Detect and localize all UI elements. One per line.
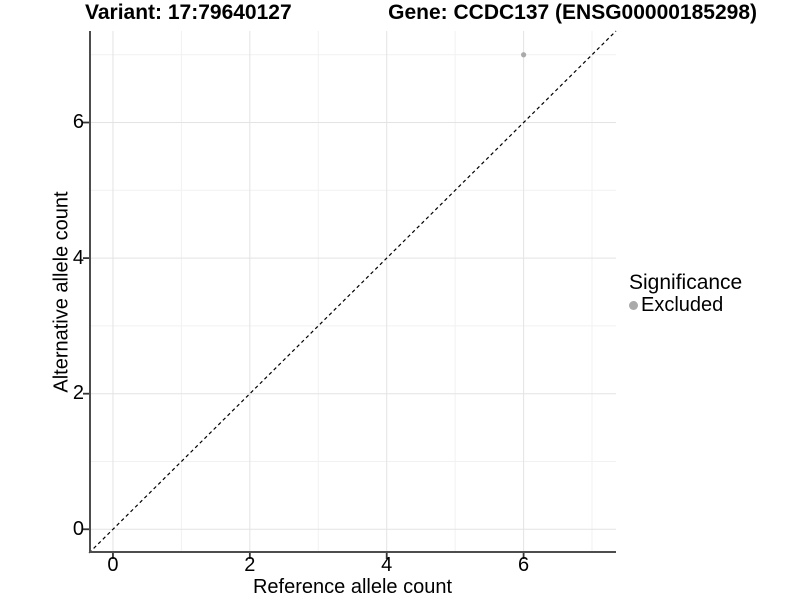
x-tick-label: 6 — [518, 554, 530, 576]
legend-point-icon — [629, 301, 638, 310]
plot-title-variant: Variant: 17:79640127 — [85, 1, 292, 24]
legend-item-label: Excluded — [641, 294, 724, 316]
y-tick-label: 2 — [72, 382, 84, 405]
plot-panel — [83, 30, 617, 559]
x-axis-title: Reference allele count — [252, 576, 452, 598]
x-tick-label: 4 — [381, 554, 393, 576]
identity-dashed-line — [88, 30, 617, 554]
y-axis-title: Alternative allele count — [50, 191, 73, 393]
plot-title-gene: Gene: CCDC137 (ENSG00000185298) — [388, 1, 757, 24]
x-tick-label: 0 — [107, 554, 119, 576]
y-tick-label: 6 — [72, 111, 84, 134]
y-tick-label: 0 — [72, 517, 84, 540]
legend-item-excluded: Excluded — [629, 294, 742, 317]
data-point — [521, 52, 527, 58]
legend: Significance Excluded — [629, 271, 742, 317]
y-tick-label: 4 — [72, 246, 84, 269]
plot-titles: Variant: 17:79640127 Gene: CCDC137 (ENSG… — [85, 1, 757, 24]
x-tick-label: 2 — [244, 554, 256, 576]
legend-title: Significance — [629, 271, 743, 294]
